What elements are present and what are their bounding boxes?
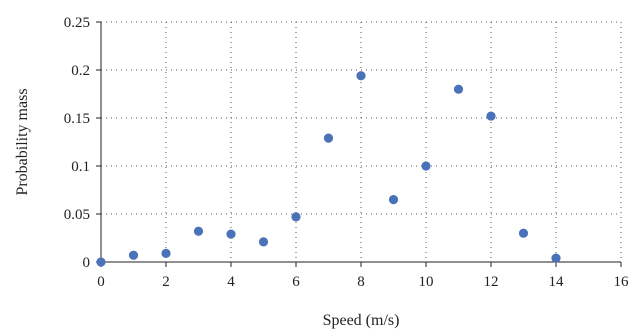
x-axis-title: Speed (m/s) (323, 312, 400, 329)
y-tick-label: 0 (83, 255, 91, 271)
y-tick-label: 0.25 (64, 15, 90, 31)
x-tick-label: 6 (292, 274, 300, 290)
data-point (161, 248, 171, 258)
grid (101, 21, 622, 262)
x-ticks: 0 2 4 6 8 10 12 14 16 (97, 262, 629, 290)
y-tick-label: 0.2 (71, 63, 90, 79)
data-point (518, 228, 529, 238)
x-tick-label: 10 (419, 274, 434, 290)
data-point (421, 161, 431, 171)
data-point (388, 195, 399, 205)
data-point (128, 250, 139, 260)
x-tick-label: 0 (97, 274, 105, 290)
y-tick-label: 0.1 (71, 159, 90, 175)
data-point (96, 257, 106, 267)
data-point (453, 84, 464, 94)
x-tick-label: 4 (227, 274, 235, 290)
x-tick-label: 12 (484, 274, 499, 290)
data-point (258, 237, 269, 247)
y-ticks: 0 0.05 0.1 0.15 0.2 0.25 (64, 15, 101, 271)
x-tick-label: 14 (549, 274, 565, 290)
data-point (291, 212, 301, 222)
x-tick-label: 16 (614, 274, 630, 290)
data-point (356, 71, 366, 81)
data-point (551, 253, 561, 263)
data-point (486, 111, 496, 121)
x-tick-label: 8 (357, 274, 365, 290)
y-axis-title: Probability mass (14, 88, 31, 195)
y-tick-label: 0.15 (64, 111, 90, 127)
data-point (226, 229, 236, 239)
x-tick-label: 2 (162, 274, 170, 290)
data-point (323, 133, 334, 143)
y-tick-label: 0.05 (64, 207, 90, 223)
data-point (193, 226, 204, 236)
data-points (96, 71, 561, 267)
